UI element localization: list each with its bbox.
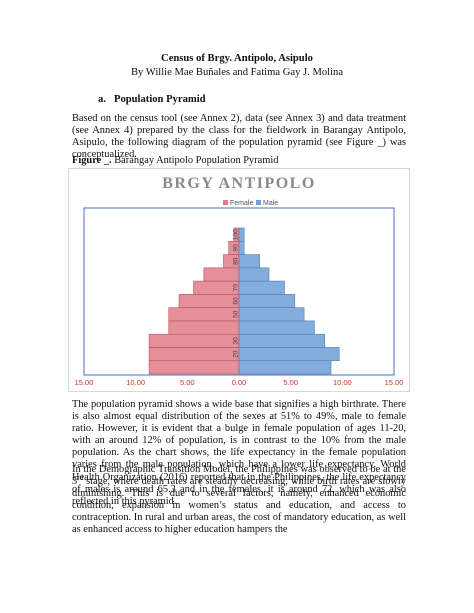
female-bar xyxy=(203,267,240,282)
x-tick-label: 5.00 xyxy=(180,378,195,387)
paragraph-transition-end: stage, where death rates are steadily de… xyxy=(72,476,406,536)
age-label: 70 xyxy=(233,284,240,292)
section-title: Population Pyramid xyxy=(114,94,206,105)
section-heading: a. Population Pyramid xyxy=(98,94,206,105)
male-bar xyxy=(238,267,270,282)
x-tick-label: 5.00 xyxy=(283,378,298,387)
x-tick-label: 15.00 xyxy=(385,378,404,387)
male-bar xyxy=(238,307,305,322)
male-bar xyxy=(238,360,332,375)
x-tick-labels-group: 15.00 10.00 5.00 0.00 5.00 10.00 15.00 xyxy=(75,378,404,387)
chart-title: BRGY ANTIPOLO xyxy=(162,175,316,192)
female-bar xyxy=(148,333,240,348)
male-bar xyxy=(238,240,245,255)
population-pyramid-chart: BRGY ANTIPOLO Female Male 20 30 50 60 70 80 90 1… xyxy=(68,168,410,392)
male-bar xyxy=(238,320,315,335)
female-bar xyxy=(148,360,240,375)
chart-legend: Female Male xyxy=(223,200,278,207)
male-bar xyxy=(238,333,326,348)
x-tick-label: 10.00 xyxy=(126,378,145,387)
legend-swatch xyxy=(223,200,228,205)
male-bar xyxy=(238,254,260,269)
female-bar xyxy=(168,307,240,322)
bars-group xyxy=(148,227,340,375)
male-bar xyxy=(238,227,245,242)
age-label: 30 xyxy=(233,337,240,345)
legend-label: Male xyxy=(263,200,278,207)
plot-area-border xyxy=(83,207,395,376)
age-label: 60 xyxy=(233,297,240,305)
document-title: Census of Brgy. Antipolo, Asipulo xyxy=(161,53,313,64)
x-tick-label: 0.00 xyxy=(232,378,247,387)
x-tick-label: 15.00 xyxy=(75,378,94,387)
section-label: a. xyxy=(98,94,106,105)
female-bar xyxy=(168,320,240,335)
figure-caption-text: Barangay Antipolo Population Pyramid xyxy=(111,155,279,166)
age-label: 20 xyxy=(233,350,240,358)
paragraph-transition: In the Demographic Transition Model, the… xyxy=(72,464,406,537)
paragraph-intro: Based on the census tool (see Annex 2), … xyxy=(72,113,406,161)
legend-swatch xyxy=(256,200,261,205)
male-bar xyxy=(238,347,340,362)
age-label: 100 xyxy=(233,229,240,240)
x-tick-label: 10.00 xyxy=(333,378,352,387)
legend-label: Female xyxy=(230,200,253,207)
female-bar xyxy=(148,347,240,362)
ordinal-suffix: rd xyxy=(77,473,84,482)
document-authors: By Willie Mae Buñales and Fatima Gay J. … xyxy=(130,67,344,78)
age-label: 90 xyxy=(233,244,240,252)
figure-caption: Figure _. Barangay Antipolo Population P… xyxy=(72,155,278,166)
male-bar xyxy=(238,294,296,308)
age-labels-group: 20 30 50 60 70 80 90 100 xyxy=(233,229,240,358)
female-bar xyxy=(178,294,240,308)
paragraph-analysis: The population pyramid shows a wide base… xyxy=(72,399,406,507)
age-label: 80 xyxy=(233,257,240,265)
figure-label: Figure _. xyxy=(72,155,112,166)
paragraph-transition-start: In the Demographic Transition Model, the… xyxy=(72,464,406,488)
male-bar xyxy=(238,280,285,295)
age-label: 50 xyxy=(233,310,240,318)
